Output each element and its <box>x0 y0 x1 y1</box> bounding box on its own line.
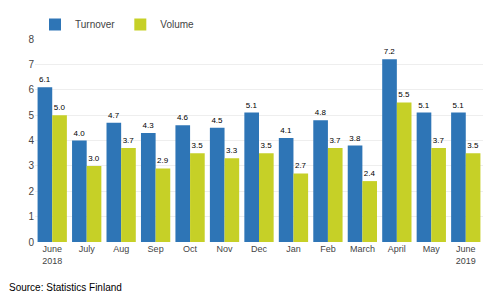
svg-text:3.3: 3.3 <box>226 146 238 155</box>
svg-text:2.9: 2.9 <box>157 156 169 165</box>
svg-text:Source: Statistics Finland: Source: Statistics Finland <box>9 282 122 293</box>
svg-text:July: July <box>79 244 96 254</box>
svg-text:3.7: 3.7 <box>433 136 445 145</box>
svg-text:4.3: 4.3 <box>142 121 154 130</box>
svg-text:3.0: 3.0 <box>88 154 100 163</box>
svg-text:3.7: 3.7 <box>329 136 341 145</box>
svg-text:Feb: Feb <box>320 244 336 254</box>
svg-text:April: April <box>388 244 406 254</box>
svg-text:5.5: 5.5 <box>398 90 410 99</box>
svg-text:5: 5 <box>28 110 34 121</box>
svg-text:2.7: 2.7 <box>295 161 307 170</box>
svg-text:4.8: 4.8 <box>315 108 327 117</box>
svg-text:4.1: 4.1 <box>280 126 292 135</box>
svg-text:8: 8 <box>28 34 34 45</box>
svg-text:4.6: 4.6 <box>177 113 189 122</box>
svg-text:June2019: June2019 <box>456 244 476 266</box>
svg-text:5.1: 5.1 <box>246 101 258 110</box>
svg-text:4: 4 <box>28 135 34 146</box>
svg-text:4.0: 4.0 <box>74 129 86 138</box>
svg-text:6: 6 <box>28 84 34 95</box>
svg-text:May: May <box>423 244 441 254</box>
svg-text:3.5: 3.5 <box>192 141 204 150</box>
svg-text:2.4: 2.4 <box>364 169 376 178</box>
svg-text:March: March <box>350 244 375 254</box>
svg-text:3.5: 3.5 <box>260 141 272 150</box>
svg-text:5.0: 5.0 <box>54 103 66 112</box>
svg-text:3.8: 3.8 <box>349 134 361 143</box>
svg-text:6.1: 6.1 <box>39 75 51 84</box>
svg-text:7: 7 <box>28 59 34 70</box>
svg-text:1: 1 <box>28 211 34 222</box>
svg-text:2: 2 <box>28 186 34 197</box>
svg-text:June2018: June2018 <box>42 244 62 266</box>
svg-text:3.5: 3.5 <box>467 141 479 150</box>
svg-text:0: 0 <box>28 237 34 248</box>
svg-text:3.7: 3.7 <box>123 136 135 145</box>
svg-text:5.1: 5.1 <box>418 101 430 110</box>
svg-text:Dec: Dec <box>251 244 268 254</box>
svg-text:Jan: Jan <box>286 244 301 254</box>
svg-text:Nov: Nov <box>217 244 234 254</box>
svg-text:4.5: 4.5 <box>211 116 223 125</box>
svg-text:Aug: Aug <box>113 244 129 254</box>
svg-text:4.7: 4.7 <box>108 111 120 120</box>
svg-text:Oct: Oct <box>183 244 198 254</box>
svg-text:7.2: 7.2 <box>384 47 396 56</box>
svg-text:3: 3 <box>28 160 34 171</box>
svg-text:5.1: 5.1 <box>453 101 465 110</box>
svg-text:Sep: Sep <box>148 244 164 254</box>
svg-text:Turnover: Turnover <box>75 19 115 30</box>
svg-text:Volume: Volume <box>160 19 194 30</box>
